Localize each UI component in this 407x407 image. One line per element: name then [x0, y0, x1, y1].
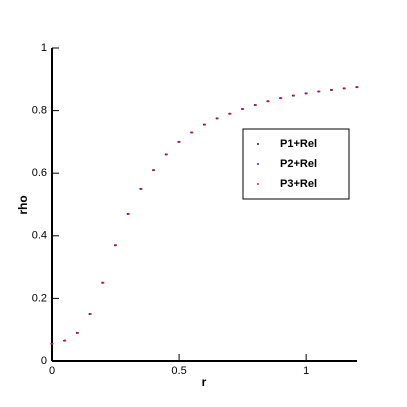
point [89, 313, 92, 316]
point [229, 112, 232, 115]
point [178, 140, 181, 143]
x-tick-label: 0.5 [171, 365, 186, 377]
legend-marker [257, 163, 259, 165]
point [140, 187, 143, 190]
point [356, 86, 359, 89]
legend-box [242, 128, 350, 200]
x-tick-label: 0 [49, 365, 55, 377]
point [64, 339, 67, 342]
y-tick-label: 0 [41, 355, 47, 367]
point [318, 90, 321, 93]
y-tick-label: 0.2 [32, 292, 47, 304]
point [165, 153, 168, 156]
point [343, 87, 346, 90]
point [115, 244, 118, 247]
y-tick-label: 1 [41, 42, 47, 54]
point [77, 331, 80, 334]
point [305, 92, 308, 95]
point [267, 100, 270, 103]
point [153, 169, 156, 172]
y-tick-label: 0.6 [32, 167, 47, 179]
point [216, 117, 219, 120]
y-tick-label: 0.8 [32, 105, 47, 117]
point [280, 97, 283, 100]
legend-label: P1+Rel [280, 138, 317, 150]
point [102, 281, 105, 284]
y-tick-label: 0.4 [32, 230, 47, 242]
point [204, 123, 207, 126]
legend-label: P2+Rel [280, 158, 317, 170]
y-axis-label: rho [16, 195, 30, 214]
point [127, 212, 130, 215]
point [293, 94, 296, 97]
point [254, 103, 257, 106]
point [191, 131, 194, 134]
legend-marker [257, 183, 259, 185]
x-tick-label: 1 [303, 365, 309, 377]
legend-label: P3+Rel [280, 178, 317, 190]
legend-marker [257, 143, 259, 145]
point [242, 108, 245, 111]
x-axis-label: r [202, 375, 207, 389]
point [51, 342, 54, 345]
point [331, 88, 334, 91]
